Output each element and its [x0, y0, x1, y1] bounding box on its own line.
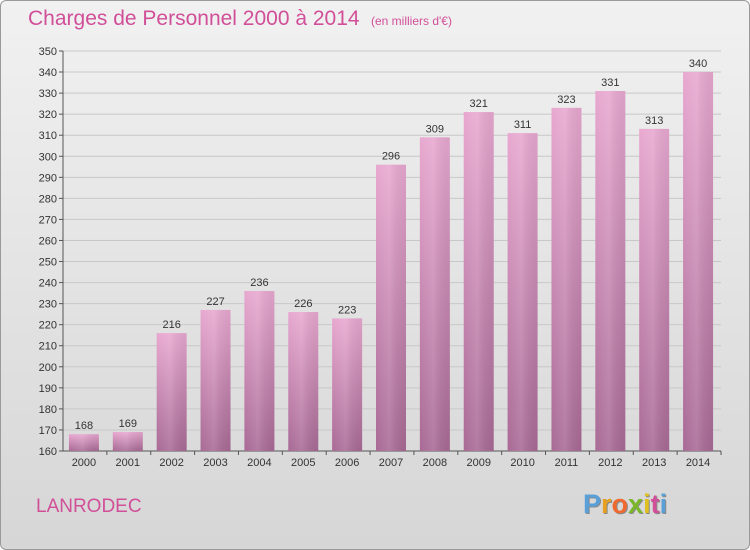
y-tick-label: 210 [39, 341, 57, 353]
data-label-2005: 226 [294, 298, 312, 310]
x-tick-label-2005: 2005 [291, 457, 315, 469]
bar-shine-2001 [112, 432, 143, 451]
y-tick-label: 230 [39, 299, 57, 311]
y-tick-label: 350 [39, 46, 57, 58]
y-tick-label: 280 [39, 193, 57, 205]
x-tick-label-2001: 2001 [116, 457, 140, 469]
x-tick-label-2013: 2013 [642, 457, 666, 469]
x-tick-label-2008: 2008 [423, 457, 447, 469]
x-tick-label-2004: 2004 [247, 457, 271, 469]
y-tick-label: 320 [39, 109, 57, 121]
bar-shine-2014 [683, 72, 714, 451]
data-labels: 168 169 216 227 236 226 223 296 309 321 311 323 331 3… [75, 58, 707, 432]
x-tick-label-2006: 2006 [335, 457, 359, 469]
y-tick-label: 240 [39, 278, 57, 290]
y-tick-label: 180 [39, 404, 57, 416]
data-label-2003: 227 [206, 296, 224, 308]
bar-shine-2009 [463, 112, 494, 451]
data-label-2013: 313 [645, 115, 663, 127]
logo-letter: x [628, 489, 644, 519]
y-tick-label: 260 [39, 235, 57, 247]
logo-letter: P [583, 489, 602, 519]
y-tick-label: 200 [39, 362, 57, 374]
data-label-2000: 168 [75, 420, 93, 432]
bar-shine-2002 [156, 333, 187, 451]
chart-title: Charges de Personnel 2000 à 2014 [28, 7, 360, 30]
y-tick-label: 160 [39, 446, 57, 458]
x-tick-label-2003: 2003 [203, 457, 227, 469]
bar-shine-2012 [595, 91, 626, 451]
y-tick-label: 250 [39, 257, 57, 269]
bar-shine-2013 [639, 128, 670, 451]
bars [68, 72, 714, 451]
proxiti-logo[interactable]: Proxiti [583, 489, 667, 520]
y-tick-label: 330 [39, 88, 57, 100]
data-label-2009: 321 [470, 98, 488, 110]
data-label-2004: 236 [250, 277, 268, 289]
x-tick-label-2014: 2014 [686, 457, 710, 469]
x-tick-label-2012: 2012 [598, 457, 622, 469]
x-tick-label-2011: 2011 [555, 457, 579, 469]
y-tick-label: 270 [39, 214, 57, 226]
logo-letter: o [611, 489, 629, 519]
commune-name: LANRODEC [36, 496, 142, 517]
bar-shine-2007 [376, 164, 406, 451]
y-tick-label: 170 [39, 425, 57, 437]
data-label-2002: 216 [162, 319, 180, 331]
x-tick-label-2002: 2002 [159, 457, 183, 469]
y-tick-label: 310 [39, 130, 57, 142]
data-label-2006: 223 [338, 304, 356, 316]
logo-letter: i [643, 489, 651, 519]
data-label-2007: 296 [382, 151, 400, 163]
data-label-2010: 311 [514, 119, 532, 131]
bar-shine-2005 [288, 312, 319, 451]
bar-shine-2000 [68, 434, 99, 451]
x-tick-label-2000: 2000 [72, 457, 96, 469]
data-label-2012: 331 [601, 77, 619, 89]
y-tick-label: 220 [39, 320, 57, 332]
x-tick-label-2007: 2007 [379, 457, 403, 469]
data-label-2001: 169 [119, 418, 137, 430]
data-label-2011: 323 [557, 94, 575, 106]
chart-subtitle: (en milliers d'€) [371, 14, 452, 28]
data-label-2014: 340 [689, 58, 707, 70]
x-tick-label-2010: 2010 [510, 457, 534, 469]
data-label-2008: 309 [426, 123, 444, 135]
y-tick-label: 290 [39, 172, 57, 184]
logo-letter: t [650, 489, 660, 519]
x-tick-label-2009: 2009 [466, 457, 490, 469]
bar-shine-2004 [244, 291, 275, 451]
bar-shine-2008 [419, 137, 450, 451]
bar-shine-2011 [551, 107, 582, 451]
y-tick-label: 190 [39, 383, 57, 395]
y-tick-label: 340 [39, 67, 57, 79]
bar-shine-2003 [200, 309, 231, 451]
y-tick-label: 300 [39, 151, 57, 163]
bar-shine-2010 [507, 133, 538, 451]
logo-letter: r [601, 489, 612, 519]
logo-letter: i [659, 489, 668, 519]
bar-shine-2006 [332, 318, 363, 451]
